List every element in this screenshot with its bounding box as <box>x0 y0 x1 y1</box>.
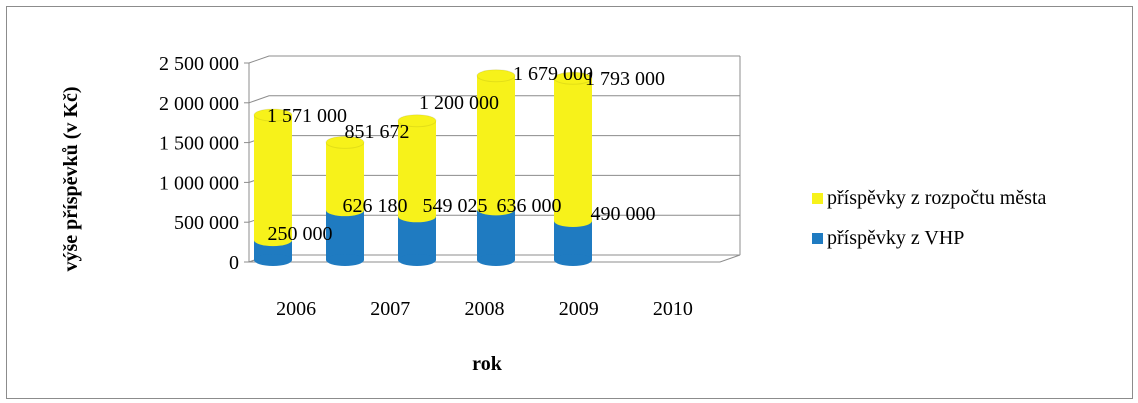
legend-swatch-vhp <box>812 232 823 244</box>
chart-svg: 0 500 000 1 000 000 1 500 000 2 000 000 2 500… <box>60 53 741 375</box>
bar-vhp-bottom <box>254 254 292 266</box>
data-label-mesto: 1 679 000 <box>513 63 593 85</box>
y-tick-label: 2 500 000 <box>159 53 239 75</box>
x-axis-title: rok <box>472 353 503 375</box>
data-label-vhp: 636 000 <box>497 195 562 217</box>
data-label-vhp: 549 025 <box>423 195 488 217</box>
bar-mesto-bottom <box>326 204 364 217</box>
x-tick-label: 2007 <box>370 298 410 320</box>
bar-vhp-body <box>326 210 364 260</box>
bar-mesto-body <box>326 142 364 211</box>
bar-mesto-body <box>254 115 292 241</box>
bar-vhp-bottom <box>554 254 592 266</box>
data-label-mesto: 1 571 000 <box>267 105 347 127</box>
bar-mesto-top <box>253 108 293 122</box>
bar-mesto-top <box>325 135 365 149</box>
data-label-mesto: 1 793 000 <box>585 68 665 90</box>
bar-vhp-bottom <box>326 254 364 266</box>
data-label-vhp: 490 000 <box>591 203 656 225</box>
bar-mesto-body <box>477 75 515 210</box>
y-tick-label: 1 500 000 <box>159 133 239 155</box>
bar-mesto-body <box>554 78 592 221</box>
bar-mesto-bottom <box>477 203 515 216</box>
y-tick-label: 0 <box>229 252 239 274</box>
bar-mesto-top <box>397 114 437 128</box>
data-label-mesto: 851 672 <box>345 121 410 143</box>
y-tick-label: 500 000 <box>174 212 239 234</box>
bar-vhp-body <box>477 209 515 260</box>
bar-mesto-bottom <box>554 214 592 227</box>
legend-label-vhp: příspěvky z VHP <box>827 226 965 249</box>
y-tick-label: 1 000 000 <box>159 172 239 194</box>
legend-label-mesto: příspěvky z rozpočtu města <box>827 186 1047 209</box>
x-tick-label: 2009 <box>559 298 599 320</box>
data-label-vhp: 250 000 <box>268 223 333 245</box>
bar-vhp-body <box>398 216 436 260</box>
bar-mesto-bottom <box>398 210 436 223</box>
y-axis-title: výše příspěvků (v Kč) <box>60 87 82 272</box>
bar-mesto-bottom <box>254 234 292 247</box>
gridline <box>248 55 740 64</box>
x-tick-label: 2008 <box>465 298 505 320</box>
x-tick-label: 2006 <box>276 298 316 320</box>
bar-vhp-bottom <box>477 254 515 266</box>
bar-mesto-body <box>398 120 436 217</box>
bar-mesto-top <box>553 71 593 85</box>
x-tick-label: 2010 <box>653 298 693 320</box>
bar-mesto-top <box>476 69 516 83</box>
bar-vhp-bottom <box>398 254 436 266</box>
data-label-vhp: 626 180 <box>343 195 408 217</box>
legend: příspěvky z rozpočtu města příspěvky z V… <box>812 185 1046 265</box>
data-label-mesto: 1 200 000 <box>419 92 499 114</box>
chart-frame: 0 500 000 1 000 000 1 500 000 2 000 000 2 500… <box>6 6 1133 399</box>
legend-swatch-mesto <box>812 192 823 204</box>
legend-item-vhp: příspěvky z VHP <box>812 225 1046 251</box>
y-tick-label: 2 000 000 <box>159 93 239 115</box>
bar-vhp-body <box>554 220 592 260</box>
legend-item-mesto: příspěvky z rozpočtu města <box>812 185 1046 211</box>
